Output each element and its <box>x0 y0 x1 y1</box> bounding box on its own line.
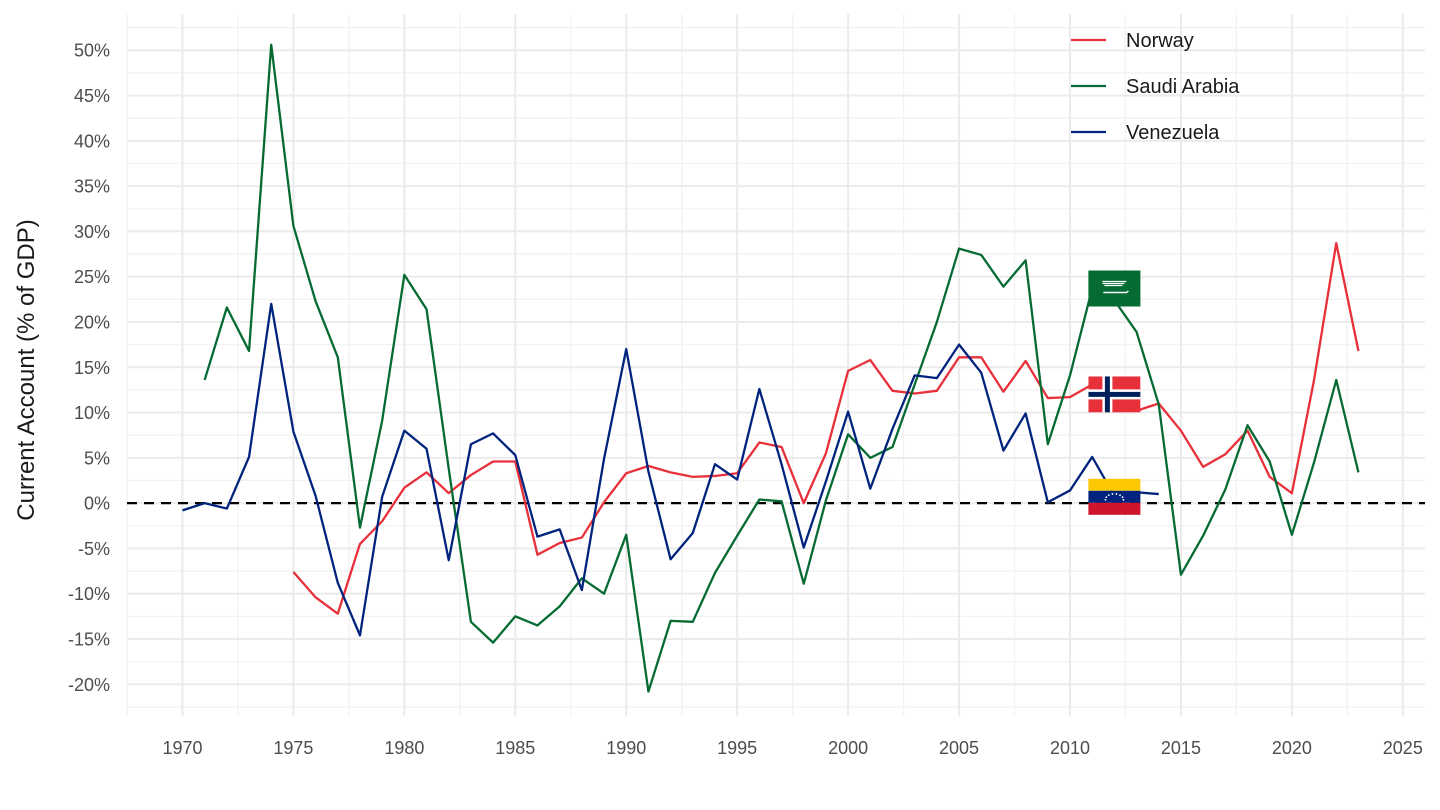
legend: Norway Saudi Arabia Venezuela <box>1071 30 1240 144</box>
y-tick-label: 50% <box>74 41 110 61</box>
x-tick-label: 1985 <box>495 738 535 758</box>
y-tick-label: 20% <box>74 312 110 332</box>
y-tick-label: 45% <box>74 86 110 106</box>
series-lines <box>182 43 1360 693</box>
y-tick-label: 25% <box>74 267 110 287</box>
norway-flag <box>1088 376 1141 413</box>
x-tick-label: 1970 <box>162 738 202 758</box>
series-line-norway <box>292 242 1360 615</box>
y-tick-label: -5% <box>78 539 110 559</box>
x-tick-label: 2015 <box>1161 738 1201 758</box>
legend-label-norway: Norway <box>1126 30 1194 52</box>
minor-gridlines <box>126 14 1425 716</box>
legend-label-venezuela: Venezuela <box>1126 122 1220 144</box>
x-tick-label: 2010 <box>1050 738 1090 758</box>
legend-label-saudi-arabia: Saudi Arabia <box>1126 76 1240 98</box>
y-tick-label: 30% <box>74 222 110 242</box>
y-tick-label: 15% <box>74 358 110 378</box>
y-tick-label: 5% <box>84 448 110 468</box>
saudi-arabia-flag <box>1088 270 1141 307</box>
x-tick-label: 1995 <box>717 738 757 758</box>
y-tick-label: -10% <box>68 584 110 604</box>
x-axis-tick-labels: 1970 1975 1980 1985 1990 1995 2000 2005 2010 2015… <box>162 738 1422 758</box>
x-tick-label: 2020 <box>1272 738 1312 758</box>
major-gridlines <box>127 14 1425 716</box>
x-tick-label: 2000 <box>828 738 868 758</box>
x-tick-label: 1975 <box>273 738 313 758</box>
series-line-venezuela <box>182 302 1159 637</box>
y-tick-label: 10% <box>74 403 110 423</box>
y-axis-title: Current Account (% of GDP) <box>13 219 40 520</box>
y-tick-label: 40% <box>74 131 110 151</box>
y-tick-label: -15% <box>68 630 110 650</box>
y-axis-tick-labels: -20% -15% -10% -5% 0% 5% 10% 15% 20% 25% 30% 35% 40%… <box>68 41 110 695</box>
x-tick-label: 1980 <box>384 738 424 758</box>
y-tick-label: 35% <box>74 177 110 197</box>
venezuela-flag <box>1088 478 1141 515</box>
x-tick-label: 1990 <box>606 738 646 758</box>
y-tick-label: 0% <box>84 494 110 514</box>
series-line-saudi-arabia <box>203 43 1360 693</box>
y-tick-label: -20% <box>68 675 110 695</box>
x-tick-label: 2005 <box>939 738 979 758</box>
x-tick-label: 2025 <box>1383 738 1423 758</box>
